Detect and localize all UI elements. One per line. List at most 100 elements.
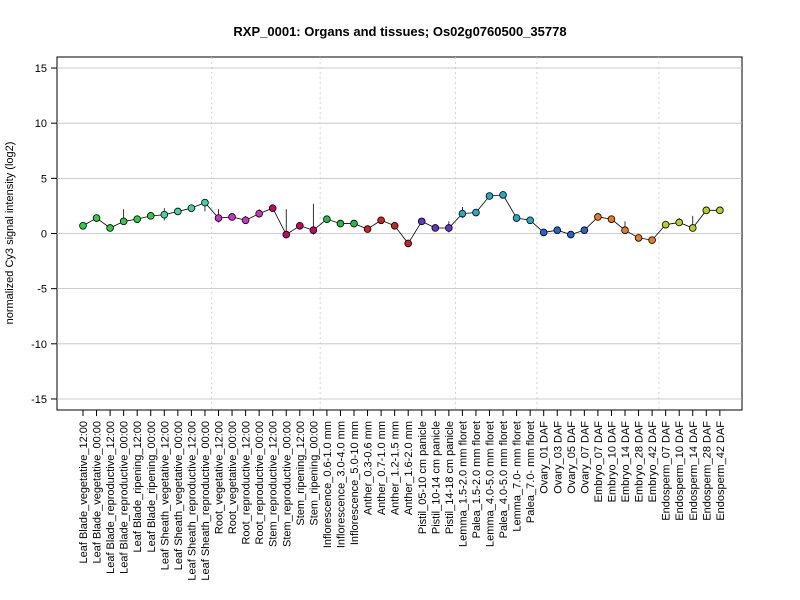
x-tick-label: Endosperm_10 DAF xyxy=(674,421,686,521)
data-point xyxy=(133,215,142,223)
x-tick-label: Endosperm_14 DAF xyxy=(688,421,700,521)
x-tick-label: Leaf Blade_vegetative_00:00 xyxy=(92,421,104,564)
data-point xyxy=(79,221,87,230)
x-tick-label: Stem_reproductive_12:00 xyxy=(268,421,280,547)
y-axis-ticks: -15 -10 -5 0 5 10 15 xyxy=(31,63,57,406)
chart-title: RXP_0001: Organs and tissues; Os02g07605… xyxy=(233,24,566,39)
x-tick-label: Leaf Sheath_vegetative_12:00 xyxy=(159,421,171,570)
x-tick-label: Lemma_4.0-5.0 mm floret xyxy=(485,421,497,547)
data-point xyxy=(580,226,589,234)
group-separators xyxy=(211,57,660,410)
x-tick-label: Inflorescence_5.0-10 mm xyxy=(349,421,361,545)
data-point xyxy=(648,236,656,244)
data-point xyxy=(377,216,385,225)
x-axis-ticks: Leaf Blade_vegetative_12:00 Leaf Blade_ve… xyxy=(78,410,727,581)
x-tick-label: Pistil_05-10 cm panicle xyxy=(417,421,429,534)
x-tick-label: Palea_4.0-5.0 mm floret xyxy=(498,421,510,538)
x-tick-label: Anther_0.7-1.0 mm xyxy=(376,421,388,515)
data-point xyxy=(336,219,345,228)
y-tick-label: -5 xyxy=(37,284,47,296)
x-tick-label: Leaf Blade_ripening_12:00 xyxy=(132,421,144,553)
data-point xyxy=(688,224,697,232)
data-point xyxy=(512,214,521,222)
x-tick-label: Embryo_42 DAF xyxy=(647,421,659,503)
x-tick-label: Lemma_7.0- mm floret xyxy=(512,421,524,532)
x-tick-label: Palea_7.0- mm floret xyxy=(525,421,537,523)
data-point xyxy=(160,210,169,219)
data-point xyxy=(241,216,250,225)
y-tick-label: 15 xyxy=(35,63,47,75)
grid-layer xyxy=(57,67,742,400)
x-tick-label: Embryo_28 DAF xyxy=(634,421,646,503)
x-tick-label: Leaf Blade_ripening_00:00 xyxy=(146,421,158,553)
data-point xyxy=(106,224,114,232)
y-tick-label: -15 xyxy=(31,394,47,406)
data-point xyxy=(634,234,643,242)
data-point xyxy=(539,228,548,237)
x-tick-label: Inflorescence_3.0-4.0 mm xyxy=(335,421,347,548)
x-tick-label: Inflorescence_0.6-1.0 mm xyxy=(322,421,334,548)
x-tick-label: Pistil_14-18 cm panicle xyxy=(444,421,456,534)
x-tick-label: Anther_0.3-0.6 mm xyxy=(363,421,375,515)
data-point xyxy=(214,214,223,222)
y-tick-label: 10 xyxy=(35,118,47,130)
x-tick-label: Anther_1.2-1.5 mm xyxy=(390,421,402,515)
data-point xyxy=(228,213,236,221)
x-tick-label: Stem_ripening_12:00 xyxy=(295,421,307,526)
data-point xyxy=(390,221,399,230)
x-tick-label: Ovary_05 DAF xyxy=(566,421,578,494)
x-tick-label: Anther_1.6-2.0 mm xyxy=(403,421,415,515)
data-point xyxy=(702,206,711,215)
series-line xyxy=(82,194,720,245)
data-point xyxy=(309,226,318,234)
data-point xyxy=(472,208,480,217)
x-tick-label: Leaf Sheath_vegetative_00:00 xyxy=(173,421,185,570)
x-tick-label: Ovary_03 DAF xyxy=(552,421,564,494)
x-tick-label: Root_reproductive_00:00 xyxy=(254,421,266,545)
x-tick-label: Endosperm_42 DAF xyxy=(715,421,727,521)
data-point xyxy=(661,220,670,229)
x-tick-label: Embryo_07 DAF xyxy=(593,421,605,503)
data-point xyxy=(363,225,372,233)
data-point xyxy=(716,206,724,215)
data-point xyxy=(201,198,209,207)
x-tick-label: Pistil_10-14 cm panicle xyxy=(430,421,442,534)
data-point xyxy=(431,224,440,232)
y-axis-label: normalized Cy3 signal intensity (log2) xyxy=(4,142,16,325)
y-tick-label: -10 xyxy=(31,339,47,351)
data-point xyxy=(485,192,494,200)
y-tick-label: 5 xyxy=(41,173,47,185)
data-point xyxy=(675,218,683,227)
data-point xyxy=(350,219,358,228)
data-point xyxy=(458,209,467,218)
x-tick-label: Endosperm_28 DAF xyxy=(701,421,713,521)
data-point xyxy=(146,212,155,220)
data-point xyxy=(404,239,413,248)
data-point xyxy=(255,209,263,218)
x-tick-label: Leaf Blade_reproductive_00:00 xyxy=(119,421,131,574)
data-point xyxy=(295,221,304,230)
x-tick-label: Ovary_01 DAF xyxy=(539,421,551,494)
error-bars xyxy=(82,193,721,245)
data-point xyxy=(268,204,277,212)
data-point xyxy=(553,226,562,234)
x-tick-label: Stem_ripening_00:00 xyxy=(308,421,320,526)
data-points xyxy=(79,191,724,248)
x-tick-label: Root_reproductive_12:00 xyxy=(241,421,253,545)
data-point xyxy=(621,226,629,234)
data-point xyxy=(445,224,453,232)
data-point xyxy=(92,214,101,222)
x-tick-label: Embryo_10 DAF xyxy=(606,421,618,503)
data-point xyxy=(607,215,616,223)
data-point xyxy=(119,217,128,226)
x-tick-label: Leaf Blade_vegetative_12:00 xyxy=(78,421,90,564)
data-point xyxy=(174,207,182,216)
x-tick-label: Root_vegetative_00:00 xyxy=(227,421,239,534)
x-tick-label: Leaf Blade_reproductive_12:00 xyxy=(105,421,117,574)
data-point xyxy=(499,191,507,199)
x-tick-label: Leaf Sheath_reproductive_12:00 xyxy=(186,421,198,581)
data-point xyxy=(323,215,331,223)
x-tick-label: Endosperm_07 DAF xyxy=(661,421,673,521)
data-point xyxy=(187,204,196,212)
